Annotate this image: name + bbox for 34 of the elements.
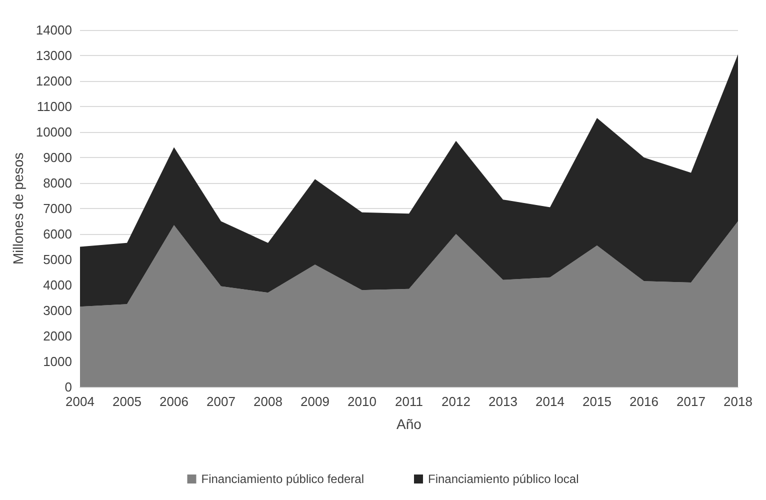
x-tick-label: 2006 [160,394,188,409]
x-tick-label: 2013 [488,394,518,409]
y-tick-label: 8000 [43,176,72,190]
y-tick-label: 5000 [43,252,72,267]
legend-label: Financiamiento público local [428,472,579,486]
legend-label: Financiamiento público federal [201,472,364,486]
y-tick-label: 0 [64,380,72,394]
y-tick-label: 6000 [43,226,72,242]
x-tick-label: 2004 [66,394,94,409]
y-tick-label: 12000 [36,74,72,88]
x-tick-label: 2009 [300,394,330,409]
y-tick-label: 3000 [43,303,72,318]
y-tick-label: 11000 [36,99,72,114]
x-tick-label: 2016 [630,394,658,409]
y-tick-label: 7000 [43,201,72,216]
y-tick-label: 14000 [36,22,72,38]
x-tick-label: 2005 [112,394,142,409]
x-tick-label: 2010 [348,394,376,409]
x-tick-label: 2018 [724,394,752,409]
x-tick-label: 2012 [442,394,470,409]
x-tick-label: 2008 [254,394,282,409]
y-tick-label: 10000 [36,124,72,140]
x-tick-label: 2011 [395,394,423,409]
y-tick-label: 2000 [43,328,72,344]
x-tick-label: 2017 [676,394,706,409]
y-tick-label: 4000 [43,278,72,292]
x-tick-label: 2015 [582,394,612,409]
y-tick-label: 1000 [43,354,72,369]
y-tick-label: 13000 [36,48,72,63]
x-axis-title: Año [396,416,422,432]
y-tick-label: 9000 [43,150,72,165]
x-tick-label: 2014 [536,394,564,409]
x-tick-label: 2007 [206,394,236,409]
y-axis-title: Millones de pesos [10,152,26,265]
